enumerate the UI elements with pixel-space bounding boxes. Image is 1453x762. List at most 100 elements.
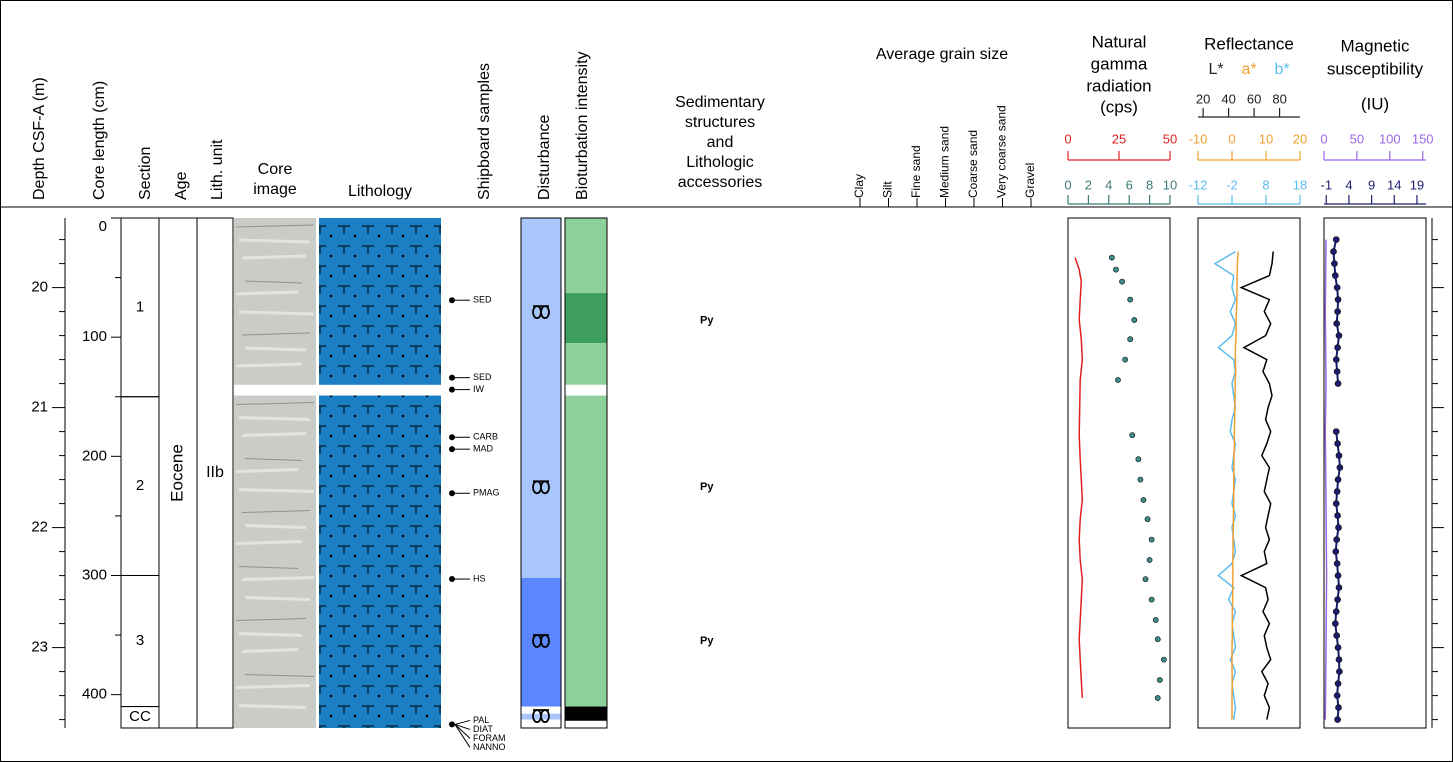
header: Bioturbation intensity xyxy=(574,51,591,200)
header: Sedimentary xyxy=(675,94,765,111)
bioturbation-interval xyxy=(565,343,607,385)
series-dot xyxy=(1334,537,1340,543)
series-dot xyxy=(1147,557,1152,562)
grain-size-label: Medium sand xyxy=(938,126,952,198)
track-title: gamma xyxy=(1091,54,1148,73)
track-title: susceptibility xyxy=(1327,59,1424,78)
grain-size-label: Gravel xyxy=(1023,163,1037,198)
series-dot xyxy=(1141,497,1146,502)
core-crack xyxy=(239,490,314,492)
scale-tick-label: 40 xyxy=(1221,91,1235,106)
grain-size-label: Fine sand xyxy=(909,145,923,198)
core-length-tick-label: 200 xyxy=(82,447,107,464)
sample-label: SED xyxy=(473,295,492,305)
core-crack xyxy=(239,240,310,242)
series-dot xyxy=(1336,525,1342,531)
core-length-tick-label: 400 xyxy=(82,686,107,703)
scale-tick-label: 25 xyxy=(1112,131,1126,146)
series-dot xyxy=(1331,249,1337,255)
sample-dot xyxy=(449,375,455,381)
series-dot xyxy=(1128,297,1133,302)
sample-dot xyxy=(449,721,455,727)
series-dot xyxy=(1333,609,1339,615)
series-dot xyxy=(1333,429,1339,435)
section-label: CC xyxy=(129,708,151,725)
scale-tick-label: -12 xyxy=(1189,177,1208,192)
bioturbation-interval xyxy=(565,385,607,396)
disturbance-interval xyxy=(521,218,561,578)
accessory-label: Py xyxy=(700,635,714,647)
track-box xyxy=(1068,218,1170,728)
header: accessories xyxy=(678,174,762,191)
series-dot xyxy=(1336,585,1342,591)
sample-label: MAD xyxy=(473,444,494,454)
grain-size-label: Silt xyxy=(881,181,895,198)
core-crack xyxy=(236,542,302,544)
series-dot xyxy=(1331,261,1337,267)
header: structures xyxy=(685,114,755,131)
series-dot xyxy=(1335,441,1341,447)
series-dot xyxy=(1334,489,1340,495)
series-dot xyxy=(1335,573,1341,579)
series-dot xyxy=(1123,357,1128,362)
bioturbation-interval xyxy=(565,721,607,728)
header: Depth CSF-A (m) xyxy=(31,77,48,200)
core-crack xyxy=(239,706,306,708)
disturbance-interval xyxy=(521,720,561,728)
track-title: Reflectance xyxy=(1204,34,1294,53)
accessory-label: Py xyxy=(700,481,714,493)
scale-tick-label: 20 xyxy=(1196,91,1210,106)
core-crack xyxy=(245,598,310,600)
series-dot xyxy=(1155,637,1160,642)
sample-label: CARB xyxy=(473,432,498,442)
scale-tick-label: 8 xyxy=(1262,177,1269,192)
scale-tick-label: -2 xyxy=(1226,177,1238,192)
sample-dot xyxy=(449,434,455,440)
series-dot xyxy=(1335,381,1341,387)
scale-tick-label: 18 xyxy=(1293,177,1307,192)
sample-label: NANNO xyxy=(473,742,506,752)
core-image xyxy=(234,396,316,728)
series-dot xyxy=(1336,669,1342,675)
track-title: Magnetic xyxy=(1341,36,1410,55)
series-dot xyxy=(1336,657,1342,663)
series-dot xyxy=(1335,297,1341,303)
series-dot xyxy=(1335,477,1341,483)
core-crack xyxy=(239,312,314,314)
series-dot xyxy=(1161,657,1166,662)
series-dot xyxy=(1334,561,1340,567)
track-title: (IU) xyxy=(1361,94,1389,113)
scale-tick-label: 9 xyxy=(1368,177,1375,192)
series-dot xyxy=(1335,717,1341,723)
scale-tick-label: 0 xyxy=(1064,131,1071,146)
depth-tick-label: 21 xyxy=(31,399,48,416)
series-dot xyxy=(1335,513,1341,519)
series-dot xyxy=(1149,537,1154,542)
scale-tick-label: 19 xyxy=(1410,177,1424,192)
series-dot xyxy=(1149,597,1154,602)
series-dot xyxy=(1333,357,1339,363)
grain-size-label: Clay xyxy=(852,174,866,198)
scale-tick-label: 0 xyxy=(1228,131,1235,146)
sample-label: HS xyxy=(473,573,486,583)
track-title: radiation xyxy=(1086,76,1151,95)
depth-tick-label: 22 xyxy=(31,519,48,536)
scale-tick-label: 50 xyxy=(1350,131,1364,146)
accessory-label: Py xyxy=(700,314,714,326)
series-dot xyxy=(1334,633,1340,639)
grain-size-label: Very coarse sand xyxy=(995,105,1009,198)
scale-tick-label: 4 xyxy=(1345,177,1352,192)
series-dot xyxy=(1336,705,1342,711)
core-crack xyxy=(239,634,302,636)
series-dot xyxy=(1136,457,1141,462)
series-dot xyxy=(1335,645,1341,651)
sample-label: IW xyxy=(473,384,485,394)
scale-tick-label: 8 xyxy=(1146,177,1153,192)
scale-name: a* xyxy=(1241,61,1256,78)
scale-tick-label: 14 xyxy=(1387,177,1401,192)
lith-unit-label: IIb xyxy=(206,464,224,481)
core-crack xyxy=(242,578,314,580)
scale-tick-label: 150 xyxy=(1412,131,1434,146)
series-dot xyxy=(1334,321,1340,327)
header: Shipboard samples xyxy=(476,63,493,200)
